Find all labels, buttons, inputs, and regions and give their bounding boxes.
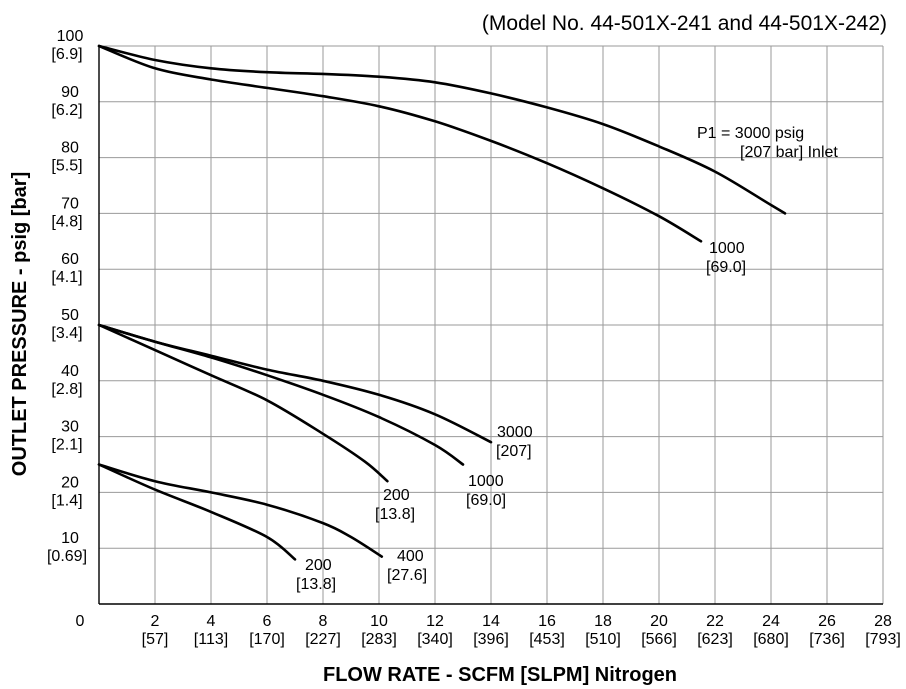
y-tick-label: 30 [61,419,79,436]
grid-lines [99,45,884,604]
y-tick-sublabel: [3.4] [51,325,82,342]
chart-title: (Model No. 44-501X-241 and 44-501X-242) [482,12,887,35]
y-tick-label: 100 [57,28,84,45]
y-tick-label: 80 [61,140,79,157]
y-tick-label: 60 [61,251,79,268]
curve-label-4: [69.0] [466,492,506,509]
x-axis-label: FLOW RATE - SCFM [SLPM] Nitrogen [323,664,677,686]
x-tick-label: 12 [426,613,444,630]
flow-curve-1 [97,44,787,215]
x-tick-sublabel: [57] [142,631,169,648]
x-tick-sublabel: [793] [865,631,901,648]
x-tick-label: 18 [594,613,612,630]
curve-label-1: P1 = 3000 psig [697,125,804,142]
curve-label-5: 200 [383,487,410,504]
x-tick-label: 0 [76,613,85,630]
x-tick-label: 4 [207,613,216,630]
x-tick-label: 8 [319,613,328,630]
x-tick-label: 10 [370,613,388,630]
x-tick-sublabel: [736] [809,631,845,648]
x-tick-label: 26 [818,613,836,630]
y-tick-label: 40 [61,363,79,380]
curve-label-4: 1000 [468,473,504,490]
x-tick-sublabel: [396] [473,631,509,648]
flow-curves [97,44,787,561]
x-tick-label: 28 [874,613,892,630]
curve-label-7: [13.8] [296,576,336,593]
curve-labels: P1 = 3000 psig [207 bar] Inlet 1000 [69.0] 3… [296,125,838,593]
y-axis-label: OUTLET PRESSURE - psig [bar] [9,172,31,476]
x-tick-sublabel: [170] [249,631,285,648]
flow-curve-6 [97,463,384,558]
x-tick-sublabel: [113] [194,631,228,648]
curve-label-6: 400 [397,548,424,565]
x-tick-label: 20 [650,613,668,630]
x-tick-labels: 0 2[57] 4[113] 6[170] 8[227] 10[283] 12[340] 14… [76,613,901,648]
y-tick-sublabel: [6.2] [51,102,82,119]
x-tick-sublabel: [623] [697,631,733,648]
x-tick-label: 6 [263,613,272,630]
y-tick-sublabel: [0.69] [47,548,87,565]
curve-label-3: [207] [496,443,532,460]
x-tick-sublabel: [680] [753,631,789,648]
x-tick-label: 16 [538,613,556,630]
flow-curve-7 [97,463,297,561]
curve-label-2: [69.0] [706,259,746,276]
curve-label-1: [207 bar] Inlet [740,144,838,161]
x-tick-label: 14 [482,613,500,630]
flow-curve-5 [97,323,389,483]
x-tick-sublabel: [340] [417,631,453,648]
x-tick-sublabel: [453] [529,631,565,648]
flow-curve-2 [97,44,703,243]
x-tick-label: 24 [762,613,780,630]
y-tick-sublabel: [6.9] [51,46,82,63]
y-tick-sublabel: [4.1] [51,269,82,286]
y-tick-sublabel: [2.1] [51,437,82,454]
flow-curve-4 [97,323,465,466]
x-tick-sublabel: [227] [305,631,341,648]
x-tick-sublabel: [510] [585,631,621,648]
x-tick-sublabel: [283] [361,631,397,648]
y-tick-label: 20 [61,474,79,491]
curve-label-3: 3000 [497,424,533,441]
x-tick-label: 2 [151,613,160,630]
y-tick-label: 50 [61,307,79,324]
y-tick-sublabel: [1.4] [51,492,82,509]
y-tick-sublabel: [2.8] [51,381,82,398]
x-tick-sublabel: [566] [641,631,677,648]
y-tick-label: 10 [61,530,79,547]
curve-label-5: [13.8] [375,506,415,523]
curve-label-2: 1000 [709,240,745,257]
y-tick-label: 90 [61,84,79,101]
y-tick-labels: 10[0.69]20[1.4]30[2.1]40[2.8]50[3.4]60[4… [47,28,87,565]
curve-label-7: 200 [305,557,332,574]
y-tick-sublabel: [5.5] [51,158,82,175]
y-tick-sublabel: [4.8] [51,213,82,230]
curve-label-6: [27.6] [387,567,427,584]
x-tick-label: 22 [706,613,724,630]
y-tick-label: 70 [61,195,79,212]
